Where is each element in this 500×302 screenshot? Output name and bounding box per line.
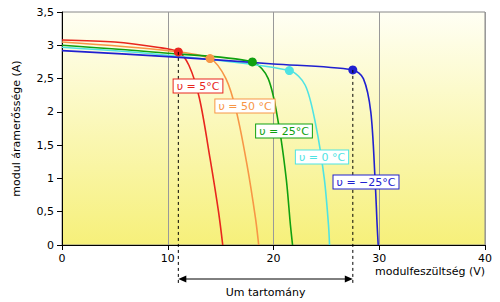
svg-text:10: 10 — [161, 252, 175, 265]
svg-text:1: 1 — [47, 172, 54, 185]
svg-text:modulfeszültség (V): modulfeszültség (V) — [375, 265, 485, 278]
svg-text:3: 3 — [47, 39, 54, 52]
svg-text:modul áramerőssége (A): modul áramerőssége (A) — [10, 60, 23, 196]
svg-text:1,5: 1,5 — [37, 139, 55, 152]
svg-text:υ = 25°C: υ = 25°C — [259, 125, 309, 138]
svg-text:υ = −25°C: υ = −25°C — [337, 176, 396, 189]
svg-text:υ = 0 °C: υ = 0 °C — [299, 151, 346, 164]
svg-text:0: 0 — [59, 252, 66, 265]
svg-text:υ = 50 °C: υ = 50 °C — [218, 100, 272, 113]
svg-text:2: 2 — [47, 105, 54, 118]
svg-text:2,5: 2,5 — [37, 72, 55, 85]
svg-text:0: 0 — [47, 239, 54, 252]
svg-text:40: 40 — [478, 252, 492, 265]
svg-text:3,5: 3,5 — [37, 6, 55, 19]
svg-text:υ = 5°C: υ = 5°C — [177, 80, 220, 93]
svg-text:20: 20 — [267, 252, 281, 265]
svg-text:0,5: 0,5 — [37, 205, 55, 218]
svg-text:30: 30 — [372, 252, 386, 265]
svg-text:Um tartomány: Um tartomány — [226, 286, 306, 299]
